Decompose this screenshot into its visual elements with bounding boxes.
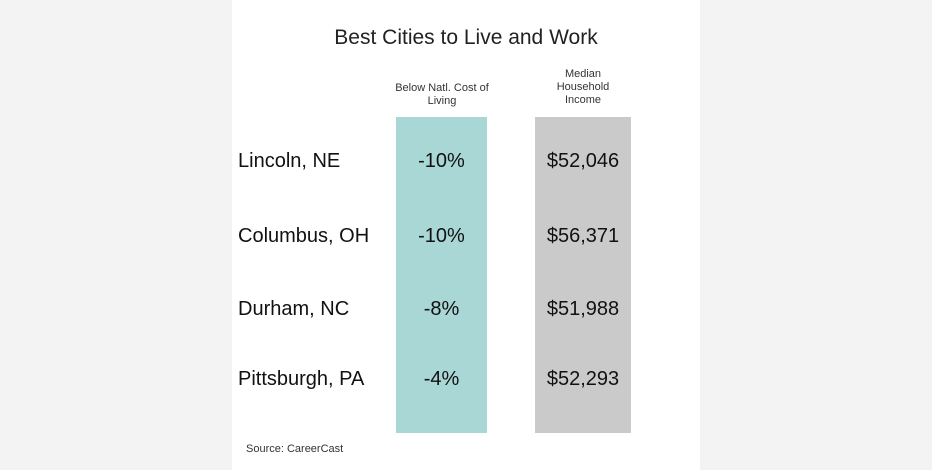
cost-of-living: -10% [418,150,465,172]
median-income: $56,371 [546,225,620,247]
source-note: Source: CareerCast [246,443,344,455]
title: Best Cities to Live and Work [334,26,598,49]
infographic: Best Cities to Live and Work Below Natl.… [232,0,700,470]
cost-column-background [396,117,487,433]
city-name: Durham, NC [238,298,350,320]
city-name: Pittsburgh, PA [238,368,365,390]
column-header: Below Natl. Cost of Living [395,82,489,107]
column-header: Median Household Income [556,68,610,106]
cost-of-living: -10% [418,225,465,247]
income-column-background [535,117,631,433]
city-name: Columbus, OH [238,225,370,247]
median-income: $52,046 [546,150,620,172]
median-income: $52,293 [546,368,620,390]
city-name: Lincoln, NE [238,150,341,172]
cost-of-living: -4% [423,368,460,390]
median-income: $51,988 [546,298,620,320]
cost-of-living: -8% [423,298,460,320]
